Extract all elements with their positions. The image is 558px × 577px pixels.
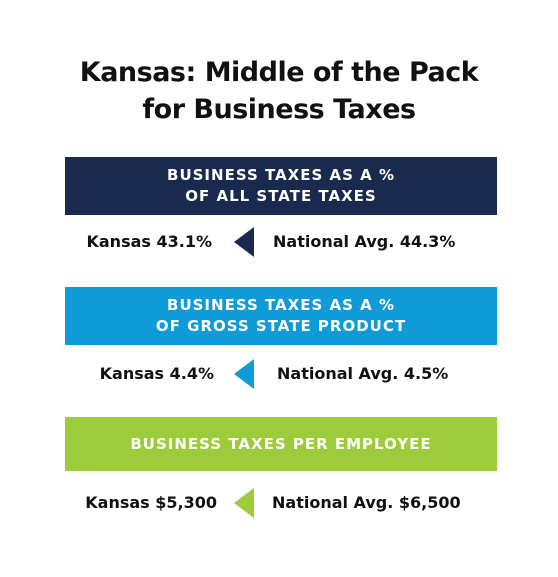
title-line-2: for Business Taxes: [142, 94, 416, 125]
title-line-1: Kansas: Middle of the Pack: [79, 57, 479, 88]
banner-line-2: OF ALL STATE TAXES: [185, 187, 377, 205]
national-value: National Avg. 44.3%: [273, 232, 456, 251]
kansas-value: Kansas 4.4%: [99, 364, 214, 383]
banner-line-1: BUSINESS TAXES AS A %: [167, 166, 395, 184]
infographic-title: Kansas: Middle of the Pack for Business …: [0, 54, 558, 128]
left-triangle-arrow-icon: [234, 359, 254, 389]
comparison-row-state-taxes: Kansas 43.1% National Avg. 44.3%: [0, 227, 558, 257]
kansas-value: Kansas $5,300: [85, 493, 217, 512]
left-triangle-arrow-icon: [234, 227, 254, 257]
left-triangle-arrow-icon: [234, 488, 254, 518]
kansas-value: Kansas 43.1%: [86, 232, 212, 251]
national-value: National Avg. $6,500: [272, 493, 461, 512]
banner-taxes-share-of-state-taxes: BUSINESS TAXES AS A % OF ALL STATE TAXES: [65, 157, 497, 215]
banner-line-2: OF GROSS STATE PRODUCT: [155, 317, 407, 335]
banner-taxes-per-employee: BUSINESS TAXES PER EMPLOYEE: [65, 417, 497, 471]
comparison-row-per-employee: Kansas $5,300 National Avg. $6,500: [0, 488, 558, 518]
national-value: National Avg. 4.5%: [277, 364, 449, 383]
banner-taxes-share-of-gsp: BUSINESS TAXES AS A % OF GROSS STATE PRO…: [65, 287, 497, 345]
banner-line-1: BUSINESS TAXES PER EMPLOYEE: [130, 434, 432, 453]
banner-line-1: BUSINESS TAXES AS A %: [167, 296, 395, 314]
comparison-row-gsp: Kansas 4.4% National Avg. 4.5%: [0, 359, 558, 389]
